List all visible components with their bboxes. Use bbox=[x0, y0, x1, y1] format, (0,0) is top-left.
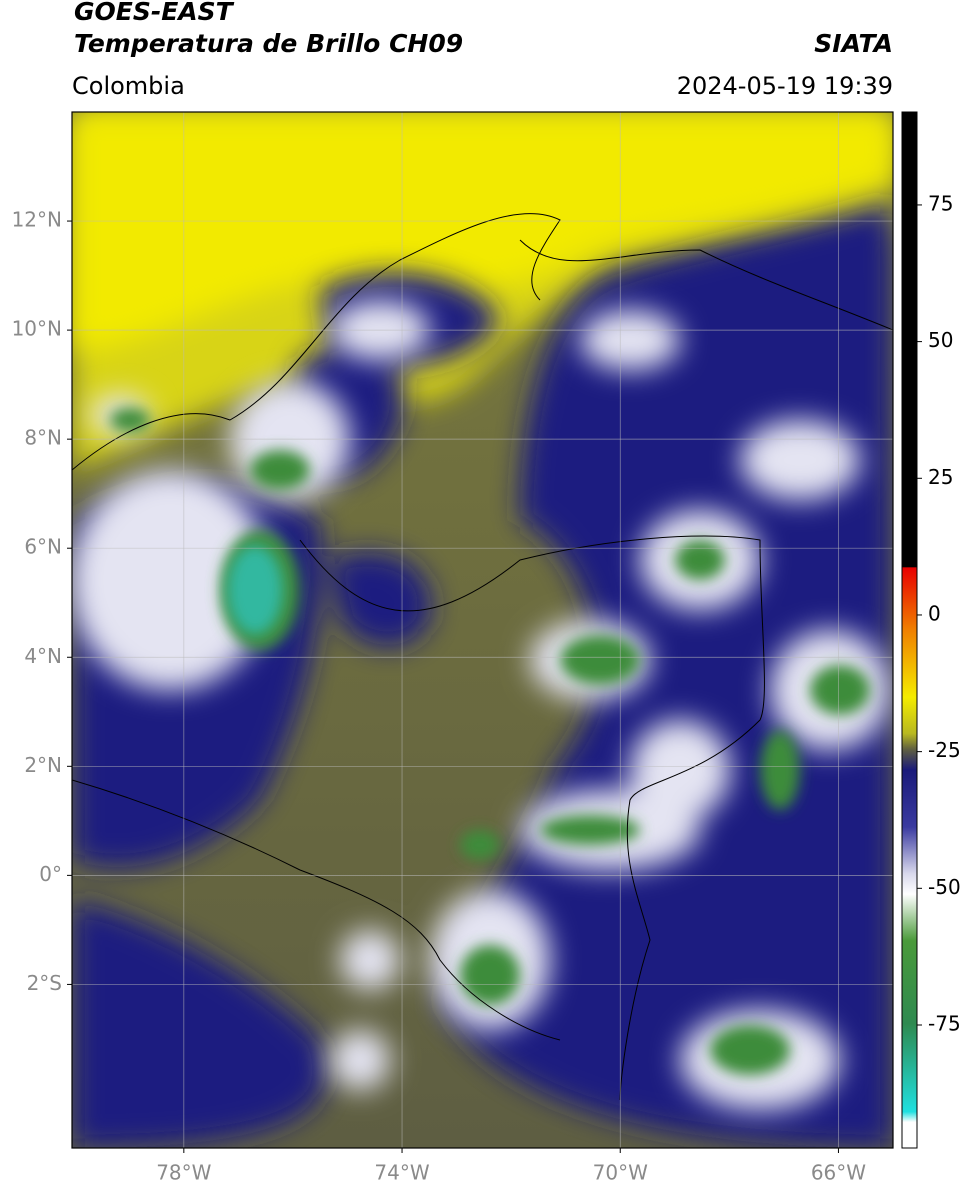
colorbar-tick-label: -50 bbox=[928, 875, 961, 899]
x-tick-label: 74°W bbox=[374, 1161, 429, 1185]
colorbar bbox=[901, 111, 918, 1149]
y-tick-label: 8°N bbox=[24, 426, 62, 450]
region: Colombia bbox=[72, 72, 185, 100]
x-tick-label: 78°W bbox=[156, 1161, 211, 1185]
colorbar-tick-label: 25 bbox=[928, 465, 953, 489]
colorbar-tick-label: 50 bbox=[928, 328, 953, 352]
colorbar-tick-label: -75 bbox=[928, 1011, 961, 1035]
map-frame bbox=[71, 111, 894, 1149]
y-tick-label: 12°N bbox=[12, 208, 62, 232]
title: GOES-EAST bbox=[74, 0, 235, 26]
source: SIATA bbox=[814, 29, 893, 58]
y-tick-label: 10°N bbox=[12, 317, 62, 341]
datetime: 2024-05-19 19:39 bbox=[677, 72, 893, 100]
borders bbox=[72, 213, 893, 1101]
y-tick-label: 6°N bbox=[24, 535, 62, 559]
colorbar-tick-label: -25 bbox=[928, 738, 961, 762]
y-tick-label: 2°N bbox=[24, 753, 62, 777]
title: Temperatura de Brillo CH09 bbox=[74, 29, 463, 58]
satellite-image bbox=[72, 112, 893, 1148]
y-tick-label: 0° bbox=[39, 862, 62, 886]
colorbar-tick-label: 0 bbox=[928, 601, 941, 625]
y-tick-label: 2°S bbox=[27, 971, 62, 995]
x-tick-label: 66°W bbox=[811, 1161, 866, 1185]
grid bbox=[72, 112, 893, 1148]
coldest-core bbox=[227, 545, 283, 635]
x-tick-label: 70°W bbox=[593, 1161, 648, 1185]
y-tick-label: 4°N bbox=[24, 644, 62, 668]
clear-sky bbox=[72, 112, 893, 350]
colorbar-tick-label: 75 bbox=[928, 191, 953, 215]
